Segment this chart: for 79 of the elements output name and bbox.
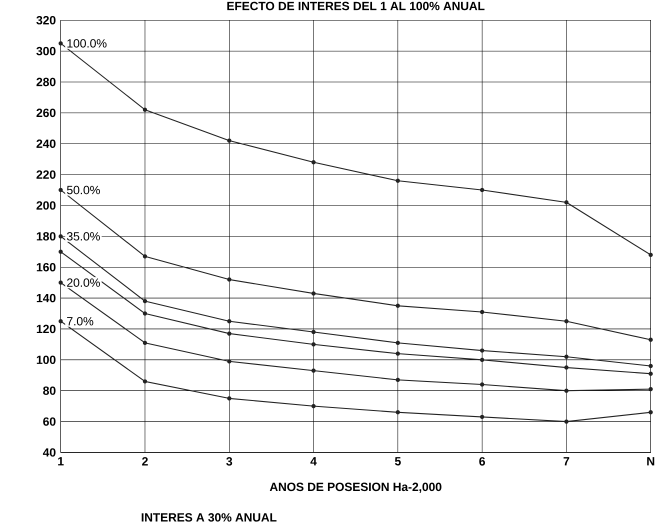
text: INTERES A 30% ANUAL bbox=[142, 513, 276, 522]
point bbox=[142, 379, 148, 384]
point bbox=[311, 160, 316, 164]
point bbox=[142, 108, 148, 112]
point bbox=[396, 352, 400, 356]
point bbox=[311, 404, 316, 408]
y-tick-label: 240 bbox=[36, 139, 56, 148]
point bbox=[58, 41, 63, 46]
x-axis-title: ANOS DE POSESION Ha-2,000 bbox=[270, 482, 442, 493]
x-tick-label: 6 bbox=[479, 457, 486, 466]
y-tick-label: 40 bbox=[42, 448, 56, 457]
point bbox=[227, 138, 232, 143]
point bbox=[311, 330, 316, 334]
point bbox=[564, 365, 569, 370]
series-label: 20.0% bbox=[67, 278, 100, 287]
y-tick-label: 100 bbox=[36, 356, 56, 364]
point bbox=[648, 387, 653, 392]
x-tick-label: 3 bbox=[226, 457, 232, 466]
point bbox=[58, 188, 63, 192]
point bbox=[227, 331, 232, 336]
chart-title: EFECTO DE INTERES DEL 1 AL 100% ANUAL bbox=[227, 2, 484, 10]
series-label: 7.0% bbox=[67, 317, 94, 326]
point bbox=[648, 364, 653, 368]
point bbox=[396, 410, 400, 414]
point bbox=[648, 338, 653, 342]
y-tick-label: 60 bbox=[43, 417, 56, 426]
y-tick-label: 120 bbox=[36, 324, 56, 334]
y-tick-label: 160 bbox=[36, 262, 56, 272]
point bbox=[227, 277, 232, 282]
series-label: 35.0% bbox=[66, 232, 100, 241]
y-tick-label: 320 bbox=[36, 16, 56, 24]
point bbox=[480, 188, 484, 192]
point bbox=[311, 342, 316, 347]
y-tick-label: 140 bbox=[36, 294, 56, 302]
point bbox=[142, 311, 148, 316]
y-tick-label: 260 bbox=[36, 108, 56, 118]
point bbox=[142, 340, 148, 345]
x-tick-label: N bbox=[647, 457, 654, 466]
point bbox=[311, 368, 316, 373]
x-tick-label: 2 bbox=[142, 457, 148, 466]
series-label: 50.0% bbox=[66, 186, 100, 194]
y-tick-label: 300 bbox=[36, 46, 56, 56]
point bbox=[564, 419, 569, 424]
point bbox=[564, 354, 569, 359]
point bbox=[311, 291, 316, 296]
point bbox=[480, 382, 484, 387]
x-tick-label: 4 bbox=[310, 457, 317, 466]
point bbox=[564, 200, 569, 204]
point bbox=[396, 178, 400, 183]
series-label: 100.0% bbox=[67, 39, 107, 48]
x-tick-label: 5 bbox=[394, 457, 401, 466]
y-tick-label: 280 bbox=[36, 78, 56, 86]
y-tick-label: 200 bbox=[36, 201, 56, 210]
point bbox=[396, 304, 400, 308]
x-tick-label: 7 bbox=[564, 457, 570, 466]
point bbox=[58, 234, 63, 238]
y-tick-label: 180 bbox=[36, 232, 56, 241]
point bbox=[480, 414, 484, 420]
point bbox=[227, 319, 232, 324]
point bbox=[480, 310, 484, 314]
point bbox=[480, 348, 484, 353]
point bbox=[227, 396, 232, 401]
y-tick-label: 220 bbox=[36, 170, 56, 179]
point bbox=[648, 372, 653, 376]
point bbox=[58, 250, 63, 254]
point bbox=[564, 388, 569, 393]
point bbox=[227, 359, 232, 364]
point bbox=[648, 252, 653, 257]
point bbox=[142, 254, 148, 259]
y-tick-label: 80 bbox=[43, 386, 56, 395]
point bbox=[396, 340, 400, 345]
point bbox=[564, 319, 569, 324]
point bbox=[142, 299, 148, 304]
point bbox=[58, 319, 63, 324]
x-tick-label: 1 bbox=[58, 457, 64, 466]
point bbox=[648, 410, 653, 414]
point bbox=[480, 358, 484, 362]
point bbox=[396, 378, 400, 382]
point bbox=[58, 280, 63, 285]
